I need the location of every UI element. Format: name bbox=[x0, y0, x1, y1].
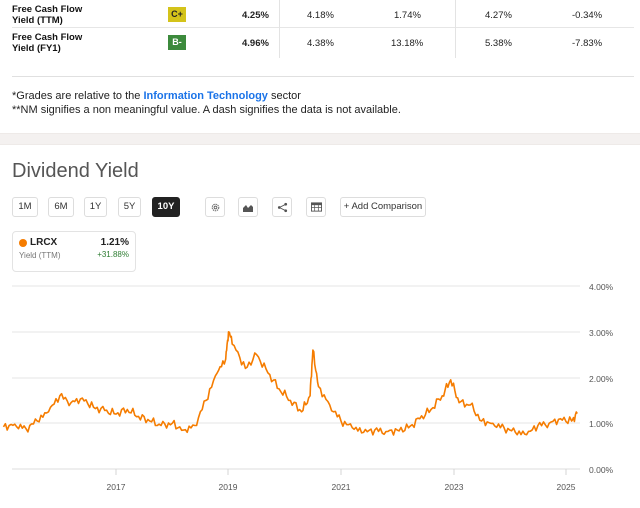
table-view-button[interactable] bbox=[306, 197, 326, 217]
sector-link[interactable]: Information Technology bbox=[143, 90, 268, 102]
range-1y-button[interactable]: 1Y bbox=[84, 197, 107, 217]
section-divider-band bbox=[0, 133, 640, 145]
value-col-3: 13.18% bbox=[391, 38, 424, 49]
value-col-4: 4.27% bbox=[485, 10, 512, 21]
x-tick-label: 2025 bbox=[556, 482, 576, 492]
x-tick-label: 2017 bbox=[106, 482, 126, 492]
share-button[interactable] bbox=[272, 197, 292, 217]
row-divider bbox=[12, 27, 634, 28]
fcf-yield-table: Free Cash Flow Yield (TTM) C+ 4.25% 4.18… bbox=[0, 0, 640, 122]
table-row: Free Cash Flow Yield (FY1) B- 4.96% 4.38… bbox=[0, 31, 640, 59]
grades-note: *Grades are relative to the Information … bbox=[12, 90, 301, 103]
yield-line bbox=[2, 330, 578, 436]
row-label-line1: Free Cash Flow bbox=[12, 4, 83, 15]
range-10y-button[interactable]: 10Y bbox=[152, 197, 180, 217]
add-comparison-button[interactable]: + Add Comparison bbox=[340, 197, 426, 217]
range-5y-button[interactable]: 5Y bbox=[118, 197, 141, 217]
y-tick-label: 4.00% bbox=[589, 282, 614, 292]
column-divider bbox=[455, 0, 456, 58]
x-tick-label: 2019 bbox=[218, 482, 238, 492]
note-text: *Grades are relative to the bbox=[12, 90, 144, 102]
series-color-dot-icon bbox=[19, 239, 27, 247]
x-axis-ticks bbox=[115, 469, 567, 475]
row-label-line2: Yield (FY1) bbox=[12, 43, 61, 54]
table-row: Free Cash Flow Yield (TTM) C+ 4.25% 4.18… bbox=[0, 2, 640, 30]
chart-type-button[interactable] bbox=[238, 197, 258, 217]
range-1m-button[interactable]: 1M bbox=[12, 197, 38, 217]
legend-value: 1.21% bbox=[100, 237, 129, 248]
y-tick-label: 1.00% bbox=[589, 419, 614, 429]
gear-icon bbox=[211, 203, 219, 211]
gridlines bbox=[12, 285, 580, 470]
legend-ticker: LRCX bbox=[30, 237, 58, 248]
share-icon bbox=[277, 202, 287, 212]
value-col-3: 1.74% bbox=[394, 10, 421, 21]
series-legend-card[interactable]: LRCX Yield (TTM) 1.21% +31.88% bbox=[12, 231, 136, 272]
legend-change: +31.88% bbox=[97, 250, 129, 259]
y-tick-label: 0.00% bbox=[589, 465, 614, 475]
value-col-4: 5.38% bbox=[485, 38, 512, 49]
range-6m-button[interactable]: 6M bbox=[48, 197, 74, 217]
settings-button[interactable] bbox=[205, 197, 225, 217]
x-tick-label: 2023 bbox=[444, 482, 464, 492]
value-col-2: 4.38% bbox=[307, 38, 334, 49]
x-tick-label: 2021 bbox=[331, 482, 351, 492]
note-text: sector bbox=[267, 90, 301, 102]
y-tick-label: 2.00% bbox=[589, 374, 614, 384]
table-icon bbox=[310, 202, 322, 212]
row-label-line1: Free Cash Flow bbox=[12, 32, 83, 43]
value-col-5: -0.34% bbox=[572, 10, 603, 21]
value-col-2: 4.18% bbox=[307, 10, 334, 21]
sector-relative-value: 4.96% bbox=[242, 38, 269, 49]
grade-badge: B- bbox=[168, 35, 186, 50]
dividend-yield-chart[interactable] bbox=[0, 270, 640, 508]
grade-badge: C+ bbox=[168, 7, 186, 22]
row-label-line2: Yield (TTM) bbox=[12, 15, 63, 26]
sector-relative-value: 4.25% bbox=[242, 10, 269, 21]
section-title: Dividend Yield bbox=[12, 160, 139, 182]
nm-note: **NM signifies a non meaningful value. A… bbox=[12, 104, 401, 116]
y-tick-label: 3.00% bbox=[589, 328, 614, 338]
row-label: Free Cash Flow Yield (FY1) bbox=[12, 32, 82, 54]
table-bottom-divider bbox=[12, 76, 634, 77]
row-label: Free Cash Flow Yield (TTM) bbox=[12, 4, 82, 26]
legend-metric: Yield (TTM) bbox=[19, 251, 61, 260]
chart-type-icon bbox=[243, 204, 253, 212]
value-col-5: -7.83% bbox=[572, 38, 603, 49]
column-divider bbox=[279, 0, 280, 58]
